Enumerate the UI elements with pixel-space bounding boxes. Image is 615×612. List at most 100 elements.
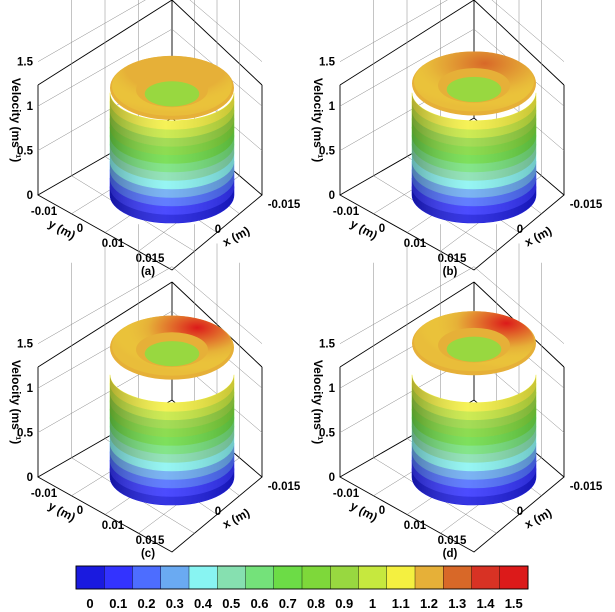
tick-labels: 0 0.5 1 1.5 -0.01 0 0.01 0.015 0 -0.015 xyxy=(319,57,603,265)
colorbar: 0 0.1 0.2 0.3 0.4 0.5 0.6 0.7 0.8 0.9 1 1.1 1.2 1.3 1.… xyxy=(75,565,529,611)
z-tick-label: 0.5 xyxy=(17,428,34,440)
velocity-surface xyxy=(109,55,235,224)
colorbar-swatch xyxy=(471,565,501,590)
z-tick-label: 1 xyxy=(329,383,336,395)
panel-b: 0 0.5 1 1.5 -0.01 0 0.01 0.015 0 -0.015 Velocity (… xyxy=(311,0,603,278)
colorbar-tick-label: 1.2 xyxy=(420,596,438,611)
y-axis-label: y (m) xyxy=(46,499,78,525)
y-axis-label: y (m) xyxy=(348,217,380,243)
colorbar-swatch xyxy=(217,565,246,590)
velocity-surface xyxy=(411,311,537,506)
z-tick-label: 1.5 xyxy=(319,339,336,351)
panel-a: 0 0.5 1 1.5 -0.01 0 0.01 0.015 0 -0.015 Velocity (… xyxy=(9,0,301,278)
colorbar-tick-label: 1.3 xyxy=(448,596,466,611)
grid-line xyxy=(37,310,263,389)
y-tick-label: 0.01 xyxy=(102,520,125,532)
y-tick-label: 0 xyxy=(77,223,83,235)
y-tick-label: 0 xyxy=(379,505,385,517)
tick-labels: 0 0.5 1 1.5 -0.01 0 0.01 0.015 0 -0.015 xyxy=(319,339,603,547)
y-tick-label: -0.01 xyxy=(333,488,360,500)
y-tick-label: 0.015 xyxy=(438,535,467,547)
z-tick-label: 0.5 xyxy=(17,146,34,158)
x-axis-label: x (m) xyxy=(220,506,252,532)
z-tick-label: 1.5 xyxy=(17,57,34,69)
colorbar-border xyxy=(75,565,529,590)
colorbar-tick-label: 0.8 xyxy=(307,596,325,611)
z-tick-label: 0 xyxy=(329,472,335,484)
colorbar-tick-label: 1.1 xyxy=(392,596,410,611)
x-axis-label: x (m) xyxy=(522,224,554,250)
y-tick-label: 0 xyxy=(379,223,385,235)
x-tick-label: 0 xyxy=(215,506,221,518)
colorbar-tick-label: 0.6 xyxy=(250,596,268,611)
surface-shading xyxy=(110,92,234,224)
velocity-surface xyxy=(109,315,235,506)
surface-hole xyxy=(144,341,200,367)
colorbar-swatch xyxy=(358,565,388,590)
surface-shading xyxy=(110,374,234,505)
colorbar-swatch xyxy=(499,565,529,590)
z-tick-label: 1 xyxy=(27,383,34,395)
z-tick-label: 1 xyxy=(329,101,336,113)
tick-labels: 0 0.5 1 1.5 -0.01 0 0.01 0.015 0 -0.015 xyxy=(17,339,301,547)
y-tick-label: -0.01 xyxy=(31,206,58,218)
grid-line xyxy=(339,0,565,62)
z-axis-label: Velocity (ms⁻¹) xyxy=(311,360,325,444)
panel-label: (c) xyxy=(141,548,155,560)
colorbar-tick-label: 0.5 xyxy=(222,596,240,611)
y-tick-label: 0.01 xyxy=(404,238,427,250)
colorbar-tick-label: 1.5 xyxy=(505,596,523,611)
z-tick-label: 1.5 xyxy=(319,57,336,69)
x-tick-label: 0 xyxy=(517,506,523,518)
y-axis-label: y (m) xyxy=(348,499,380,525)
surface-shading xyxy=(412,92,536,224)
colorbar-swatch xyxy=(386,565,416,590)
z-axis-label: Velocity (ms⁻¹) xyxy=(9,78,23,162)
z-tick-label: 0 xyxy=(27,190,33,202)
x-axis-label: x (m) xyxy=(220,224,252,250)
tick-labels: 0 0.5 1 1.5 -0.01 0 0.01 0.015 0 -0.015 xyxy=(17,57,301,265)
colorbar-tick-label: 0.4 xyxy=(194,596,213,611)
colorbar-swatch xyxy=(330,565,359,590)
x-tick-label: 0 xyxy=(215,224,221,236)
y-tick-label: 0.01 xyxy=(102,238,125,250)
y-tick-label: 0 xyxy=(77,505,83,517)
z-axis-label: Velocity (ms⁻¹) xyxy=(311,78,325,162)
x-tick-label: -0.015 xyxy=(268,481,301,493)
z-tick-label: 0 xyxy=(329,190,335,202)
z-tick-label: 0.5 xyxy=(319,146,336,158)
z-axis-label: Velocity (ms⁻¹) xyxy=(9,360,23,444)
grid-line xyxy=(339,310,565,389)
y-tick-label: 0.015 xyxy=(136,535,165,547)
panel-label: (d) xyxy=(443,548,458,560)
y-tick-label: -0.01 xyxy=(31,488,58,500)
colorbar-tick-label: 0.1 xyxy=(109,596,127,611)
grid-line xyxy=(339,266,565,344)
colorbar-tick-label: 0 xyxy=(86,596,93,611)
colorbar-swatch xyxy=(160,565,190,590)
x-tick-label: -0.015 xyxy=(570,199,603,211)
surface-hole xyxy=(446,336,502,362)
colorbar-swatch xyxy=(273,565,303,590)
colorbar-swatch xyxy=(443,565,472,590)
x-tick-label: -0.015 xyxy=(268,199,301,211)
colorbar-tick-label: 1 xyxy=(369,596,376,611)
surface-shading xyxy=(412,374,536,505)
colorbar-tick-label: 1.4 xyxy=(476,596,495,611)
z-tick-label: 0.5 xyxy=(319,428,336,440)
velocity-surface xyxy=(411,51,537,224)
colorbar-swatch xyxy=(132,565,162,590)
x-axis-label: x (m) xyxy=(522,506,554,532)
y-tick-label: 0.01 xyxy=(404,520,427,532)
colorbar-swatch xyxy=(245,565,275,590)
z-tick-label: 0 xyxy=(27,472,33,484)
surface-hole xyxy=(144,81,200,107)
colorbar-swatch xyxy=(301,565,331,590)
y-tick-label: 0.015 xyxy=(438,253,467,265)
surface-hole xyxy=(446,76,502,103)
panel-label: (b) xyxy=(443,266,458,278)
grid-line xyxy=(37,266,263,344)
y-tick-label: -0.01 xyxy=(333,206,360,218)
x-tick-label: 0 xyxy=(517,224,523,236)
